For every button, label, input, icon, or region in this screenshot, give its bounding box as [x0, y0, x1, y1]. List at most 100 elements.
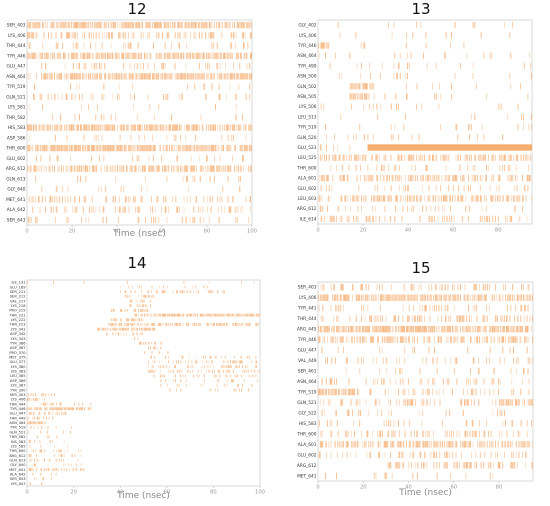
- occupancy-tick: [117, 73, 119, 80]
- occupancy-tick: [241, 323, 242, 326]
- occupancy-tick: [126, 124, 128, 131]
- occupancy-tick: [465, 154, 467, 161]
- occupancy-tick: [419, 441, 421, 448]
- row-SER_403: [27, 393, 55, 397]
- occupancy-tick: [225, 165, 226, 172]
- occupancy-tick: [384, 325, 386, 333]
- occupancy-tick: [101, 42, 103, 49]
- occupancy-tick: [246, 369, 248, 373]
- row-ASN_500: [338, 72, 532, 80]
- occupancy-tick: [501, 103, 503, 110]
- occupancy-tick: [337, 346, 339, 354]
- occupancy-tick: [474, 164, 476, 172]
- occupancy-tick: [72, 52, 74, 60]
- occupancy-tick: [382, 325, 384, 333]
- occupancy-tick: [450, 325, 452, 333]
- occupancy-tick: [510, 304, 512, 312]
- occupancy-tick: [111, 124, 113, 131]
- occupancy-tick: [335, 294, 337, 301]
- occupancy-tick: [502, 315, 504, 322]
- occupancy-tick: [156, 21, 158, 29]
- occupancy-tick: [235, 365, 237, 369]
- occupancy-tick: [466, 378, 468, 385]
- occupancy-tick: [390, 399, 391, 406]
- occupancy-tick: [368, 174, 370, 182]
- occupancy-tick: [498, 462, 500, 469]
- occupancy-tick: [180, 52, 182, 60]
- occupancy-tick: [492, 472, 494, 480]
- occupancy-tick: [456, 325, 458, 333]
- occupancy-tick: [67, 407, 69, 411]
- occupancy-tick: [180, 165, 181, 172]
- occupancy-tick: [443, 451, 445, 459]
- occupancy-tick: [506, 304, 508, 312]
- residue-label: SER_461: [298, 369, 317, 375]
- row-SER_643: [27, 216, 250, 224]
- row-GLU_447: [321, 346, 528, 354]
- occupancy-tick: [245, 144, 247, 152]
- occupancy-tick: [241, 360, 242, 364]
- occupancy-tick: [419, 195, 421, 202]
- occupancy-tick: [422, 441, 424, 448]
- occupancy-tick: [409, 325, 411, 333]
- occupancy-tick: [219, 155, 221, 162]
- occupancy-tick: [351, 399, 353, 406]
- occupancy-tick: [104, 327, 106, 331]
- occupancy-tick: [30, 52, 32, 60]
- occupancy-tick: [89, 32, 91, 39]
- occupancy-tick: [374, 205, 376, 212]
- occupancy-tick: [155, 346, 157, 350]
- occupancy-tick: [497, 409, 498, 417]
- x-tick-label: 40: [117, 490, 124, 496]
- occupancy-tick: [149, 355, 151, 359]
- occupancy-tick: [479, 430, 480, 438]
- occupancy-tick: [237, 365, 239, 369]
- occupancy-tick: [35, 124, 36, 131]
- occupancy-tick: [144, 351, 146, 355]
- occupancy-tick: [420, 294, 422, 301]
- occupancy-tick: [66, 407, 68, 411]
- occupancy-tick: [421, 315, 423, 322]
- residue-label: SER_643: [7, 217, 26, 223]
- occupancy-tick: [198, 206, 199, 213]
- occupancy-tick: [192, 216, 194, 224]
- occupancy-tick: [388, 430, 389, 438]
- occupancy-tick: [181, 290, 183, 294]
- occupancy-tick: [528, 123, 530, 131]
- occupancy-tick: [327, 195, 329, 202]
- occupancy-tick: [66, 144, 68, 152]
- occupancy-tick: [377, 336, 379, 343]
- occupancy-tick: [391, 441, 393, 448]
- occupancy-tick: [407, 174, 409, 182]
- occupancy-tick: [221, 144, 223, 152]
- residue-label: ASN_464: [297, 379, 316, 385]
- occupancy-tick: [481, 336, 483, 343]
- occupancy-tick: [163, 313, 165, 317]
- occupancy-tick: [479, 451, 481, 459]
- occupancy-tick: [332, 388, 334, 396]
- occupancy-tick: [487, 441, 488, 448]
- occupancy-tick: [505, 215, 506, 223]
- occupancy-tick: [407, 185, 408, 192]
- occupancy-tick: [362, 336, 364, 343]
- occupancy-tick: [473, 294, 475, 301]
- occupancy-tick: [445, 336, 447, 343]
- occupancy-tick: [397, 441, 398, 448]
- occupancy-tick: [437, 315, 439, 322]
- occupancy-tick: [492, 294, 494, 301]
- occupancy-tick: [461, 336, 463, 343]
- occupancy-tick: [504, 441, 506, 448]
- occupancy-tick: [65, 124, 67, 131]
- occupancy-tick: [99, 144, 100, 152]
- occupancy-tick: [27, 165, 29, 172]
- occupancy-tick: [50, 407, 52, 411]
- occupancy-tick: [45, 393, 46, 397]
- occupancy-tick: [55, 32, 57, 39]
- occupancy-tick: [90, 52, 91, 60]
- occupancy-tick: [437, 294, 439, 301]
- occupancy-tick: [513, 430, 515, 438]
- occupancy-tick: [443, 325, 445, 333]
- occupancy-tick: [139, 327, 140, 331]
- occupancy-tick: [174, 52, 176, 60]
- occupancy-tick: [529, 441, 531, 448]
